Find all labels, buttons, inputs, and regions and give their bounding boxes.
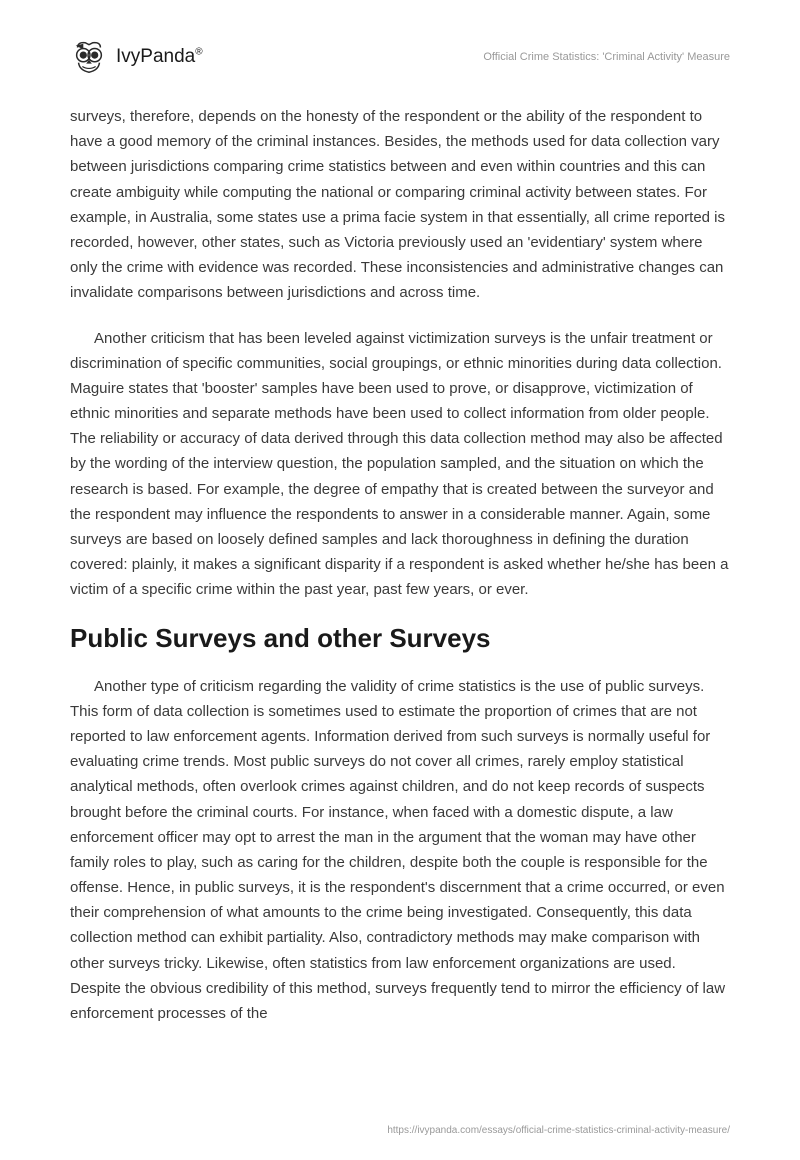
- footer-source-url: https://ivypanda.com/essays/official-cri…: [387, 1125, 730, 1136]
- document-body: surveys, therefore, depends on the hones…: [70, 104, 730, 1026]
- paragraph-3: Another type of criticism regarding the …: [70, 674, 730, 1027]
- paragraph-1: surveys, therefore, depends on the hones…: [70, 104, 730, 306]
- owl-logo-icon: [70, 38, 108, 76]
- logo-registered-mark: ®: [195, 47, 202, 58]
- logo-name: IvyPanda: [116, 46, 195, 67]
- section-heading-public-surveys: Public Surveys and other Surveys: [70, 623, 730, 654]
- document-title: Official Crime Statistics: 'Criminal Act…: [483, 51, 730, 63]
- logo: IvyPanda®: [70, 38, 203, 76]
- paragraph-2: Another criticism that has been leveled …: [70, 326, 730, 603]
- logo-text: IvyPanda®: [116, 46, 203, 68]
- page-header: IvyPanda® Official Crime Statistics: 'Cr…: [70, 38, 730, 76]
